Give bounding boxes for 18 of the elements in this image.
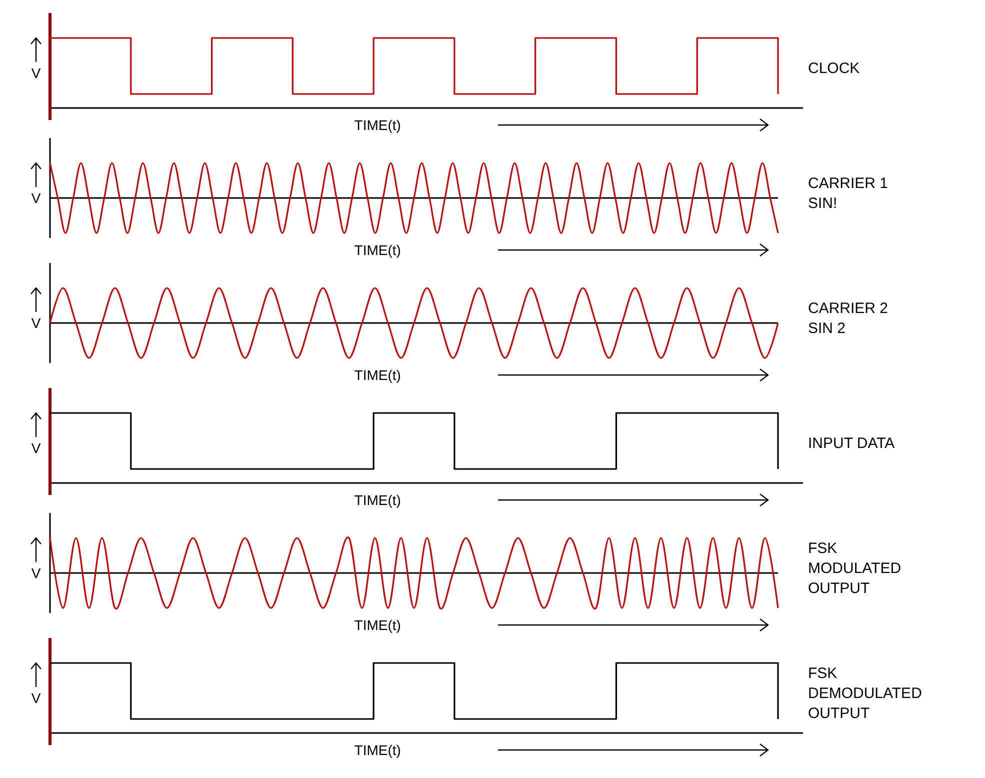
series-label: CLOCK — [808, 60, 860, 77]
x-axis-title: TIME(t) — [354, 117, 401, 133]
x-axis-title: TIME(t) — [354, 492, 401, 508]
y-axis-title: V — [31, 315, 42, 331]
text: CARRIER 2 SIN 2 — [808, 300, 888, 337]
x-axis-title: TIME(t) — [354, 367, 401, 383]
y-axis-title: V — [31, 65, 42, 81]
text: FSK MODULATED OUTPUT — [808, 540, 902, 597]
series-label: FSK DEMODULATED OUTPUT — [808, 665, 922, 722]
x-axis-title: TIME(t) — [354, 242, 401, 258]
series-label: INPUT DATA — [808, 435, 895, 452]
y-axis-title: V — [31, 190, 42, 206]
x-axis-title: TIME(t) — [354, 742, 401, 758]
text: CARRIER 1 SIN! — [808, 175, 888, 212]
y-axis-title: V — [31, 440, 42, 456]
x-axis-title: TIME(t) — [354, 617, 401, 633]
y-axis-title: V — [31, 690, 42, 706]
y-axis-title: V — [31, 565, 42, 581]
